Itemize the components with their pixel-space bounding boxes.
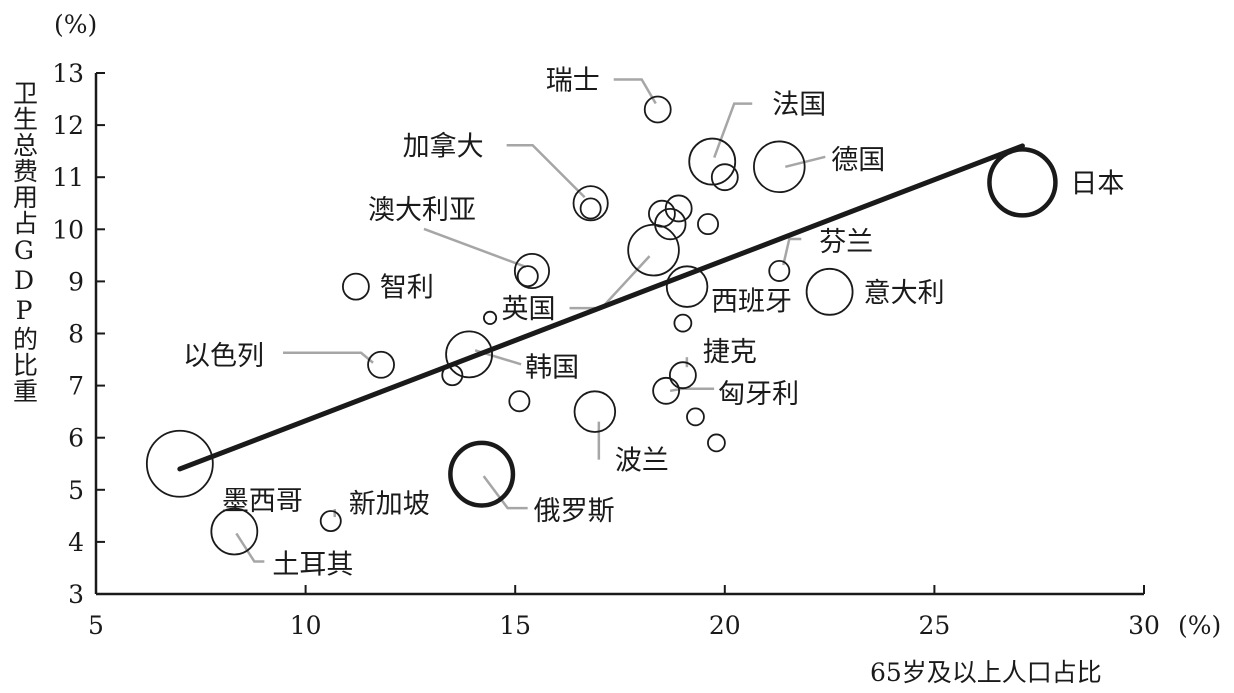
x-tick-label: 15 [499,611,531,640]
point-label-澳大利亚: 澳大利亚 [368,195,476,226]
bubble-日本 [987,147,1058,218]
point-label-波兰: 波兰 [615,446,669,477]
leader-line-土耳其 [235,532,265,563]
y-tick-label: 5 [68,476,84,505]
bubble-意大利 [805,267,854,316]
bubble-unlabeled [686,407,705,427]
bubble-unlabeled [579,197,602,220]
y-unit-label: (%) [54,10,97,39]
bubble-韩国 [445,330,493,379]
y-ticks: 3 4 5 6 7 8 9 10 11 12 13 [52,59,105,609]
bubble-智利 [342,272,370,301]
bubble-英国 [627,223,680,277]
point-label-新加坡: 新加坡 [349,489,430,520]
leader-line-以色列 [283,351,374,364]
bubble-unlabeled [697,213,720,236]
bubble-加拿大 [572,185,609,222]
leader-line-德国 [784,155,826,168]
point-label-西班牙: 西班牙 [711,287,792,318]
point-label-意大利: 意大利 [864,278,945,309]
bubble-unlabeled [707,433,726,453]
bubble-unlabeled [664,194,693,223]
y-tick-label: 10 [52,215,84,244]
bubble-土耳其 [210,507,259,556]
x-ticks: 5 10 15 20 25 30 [88,585,1160,640]
bubble-以色列 [367,350,395,379]
point-label-智利: 智利 [380,273,434,304]
leader-line-匈牙利 [669,387,715,393]
trend-line [177,143,1025,472]
point-label-捷克: 捷克 [703,337,757,368]
leader-line-芬兰 [782,237,802,266]
bubble-澳大利亚 [513,252,551,290]
point-label-芬兰: 芬兰 [819,227,873,258]
point-label-墨西哥: 墨西哥 [222,486,303,517]
y-tick-label: 9 [68,267,84,296]
leader-line-法国 [713,102,753,159]
y-tick-label: 6 [68,424,84,453]
point-label-日本: 日本 [1070,168,1124,199]
leader-line-英国 [569,255,651,310]
leader-line-加拿大 [506,144,586,199]
leader-line-瑞士 [613,78,657,105]
point-label-加拿大: 加拿大 [403,131,484,162]
bubble-瑞士 [643,95,672,124]
bubbles [145,95,1058,556]
x-tick-label: 25 [918,611,950,640]
bubble-unlabeled [516,265,539,288]
x-tick-label: 20 [709,611,741,640]
leader-line-澳大利亚 [423,227,527,269]
y-tick-label: 11 [52,163,84,192]
point-label-瑞士: 瑞士 [546,65,600,96]
point-label-俄罗斯: 俄罗斯 [534,496,615,527]
y-axis-title: 卫生总费用占GDP的比重 [10,80,39,404]
bubble-unlabeled [673,313,693,333]
x-tick-label: 5 [88,611,104,640]
bubble-unlabeled [482,310,498,325]
point-label-以色列: 以色列 [183,341,264,372]
bubble-德国 [753,140,806,194]
bubble-西班牙 [665,265,709,308]
bubble-unlabeled [710,163,739,192]
point-label-德国: 德国 [831,145,885,176]
bubble-俄罗斯 [448,440,516,508]
trendline-group [177,143,1025,472]
y-tick-label: 4 [68,528,84,557]
bubble-unlabeled [508,390,531,413]
bubble-墨西哥 [145,429,214,498]
point-label-英国: 英国 [502,294,556,325]
y-tick-label: 13 [52,59,84,88]
bubble-法国 [688,137,737,186]
y-tick-label: 12 [52,111,84,140]
x-tick-label: 30 [1128,611,1160,640]
bubble-芬兰 [768,260,791,282]
bubble-波兰 [573,390,617,433]
x-axis-title: 65岁及以上人口占比 [870,658,1102,687]
leader-line-俄罗斯 [482,475,528,510]
y-tick-label: 3 [68,580,84,609]
point-label-法国: 法国 [772,90,826,121]
x-tick-label: 10 [290,611,322,640]
point-label-匈牙利: 匈牙利 [718,379,799,410]
bubble-unlabeled [648,199,676,228]
y-tick-label: 7 [68,372,84,401]
y-tick-label: 8 [68,320,84,349]
bubble-匈牙利 [652,376,681,405]
point-label-土耳其: 土耳其 [272,549,353,580]
point-label-韩国: 韩国 [525,352,579,383]
x-unit-label: (%) [1178,611,1221,640]
bubble-新加坡 [319,510,342,533]
bubble-捷克 [668,361,697,390]
